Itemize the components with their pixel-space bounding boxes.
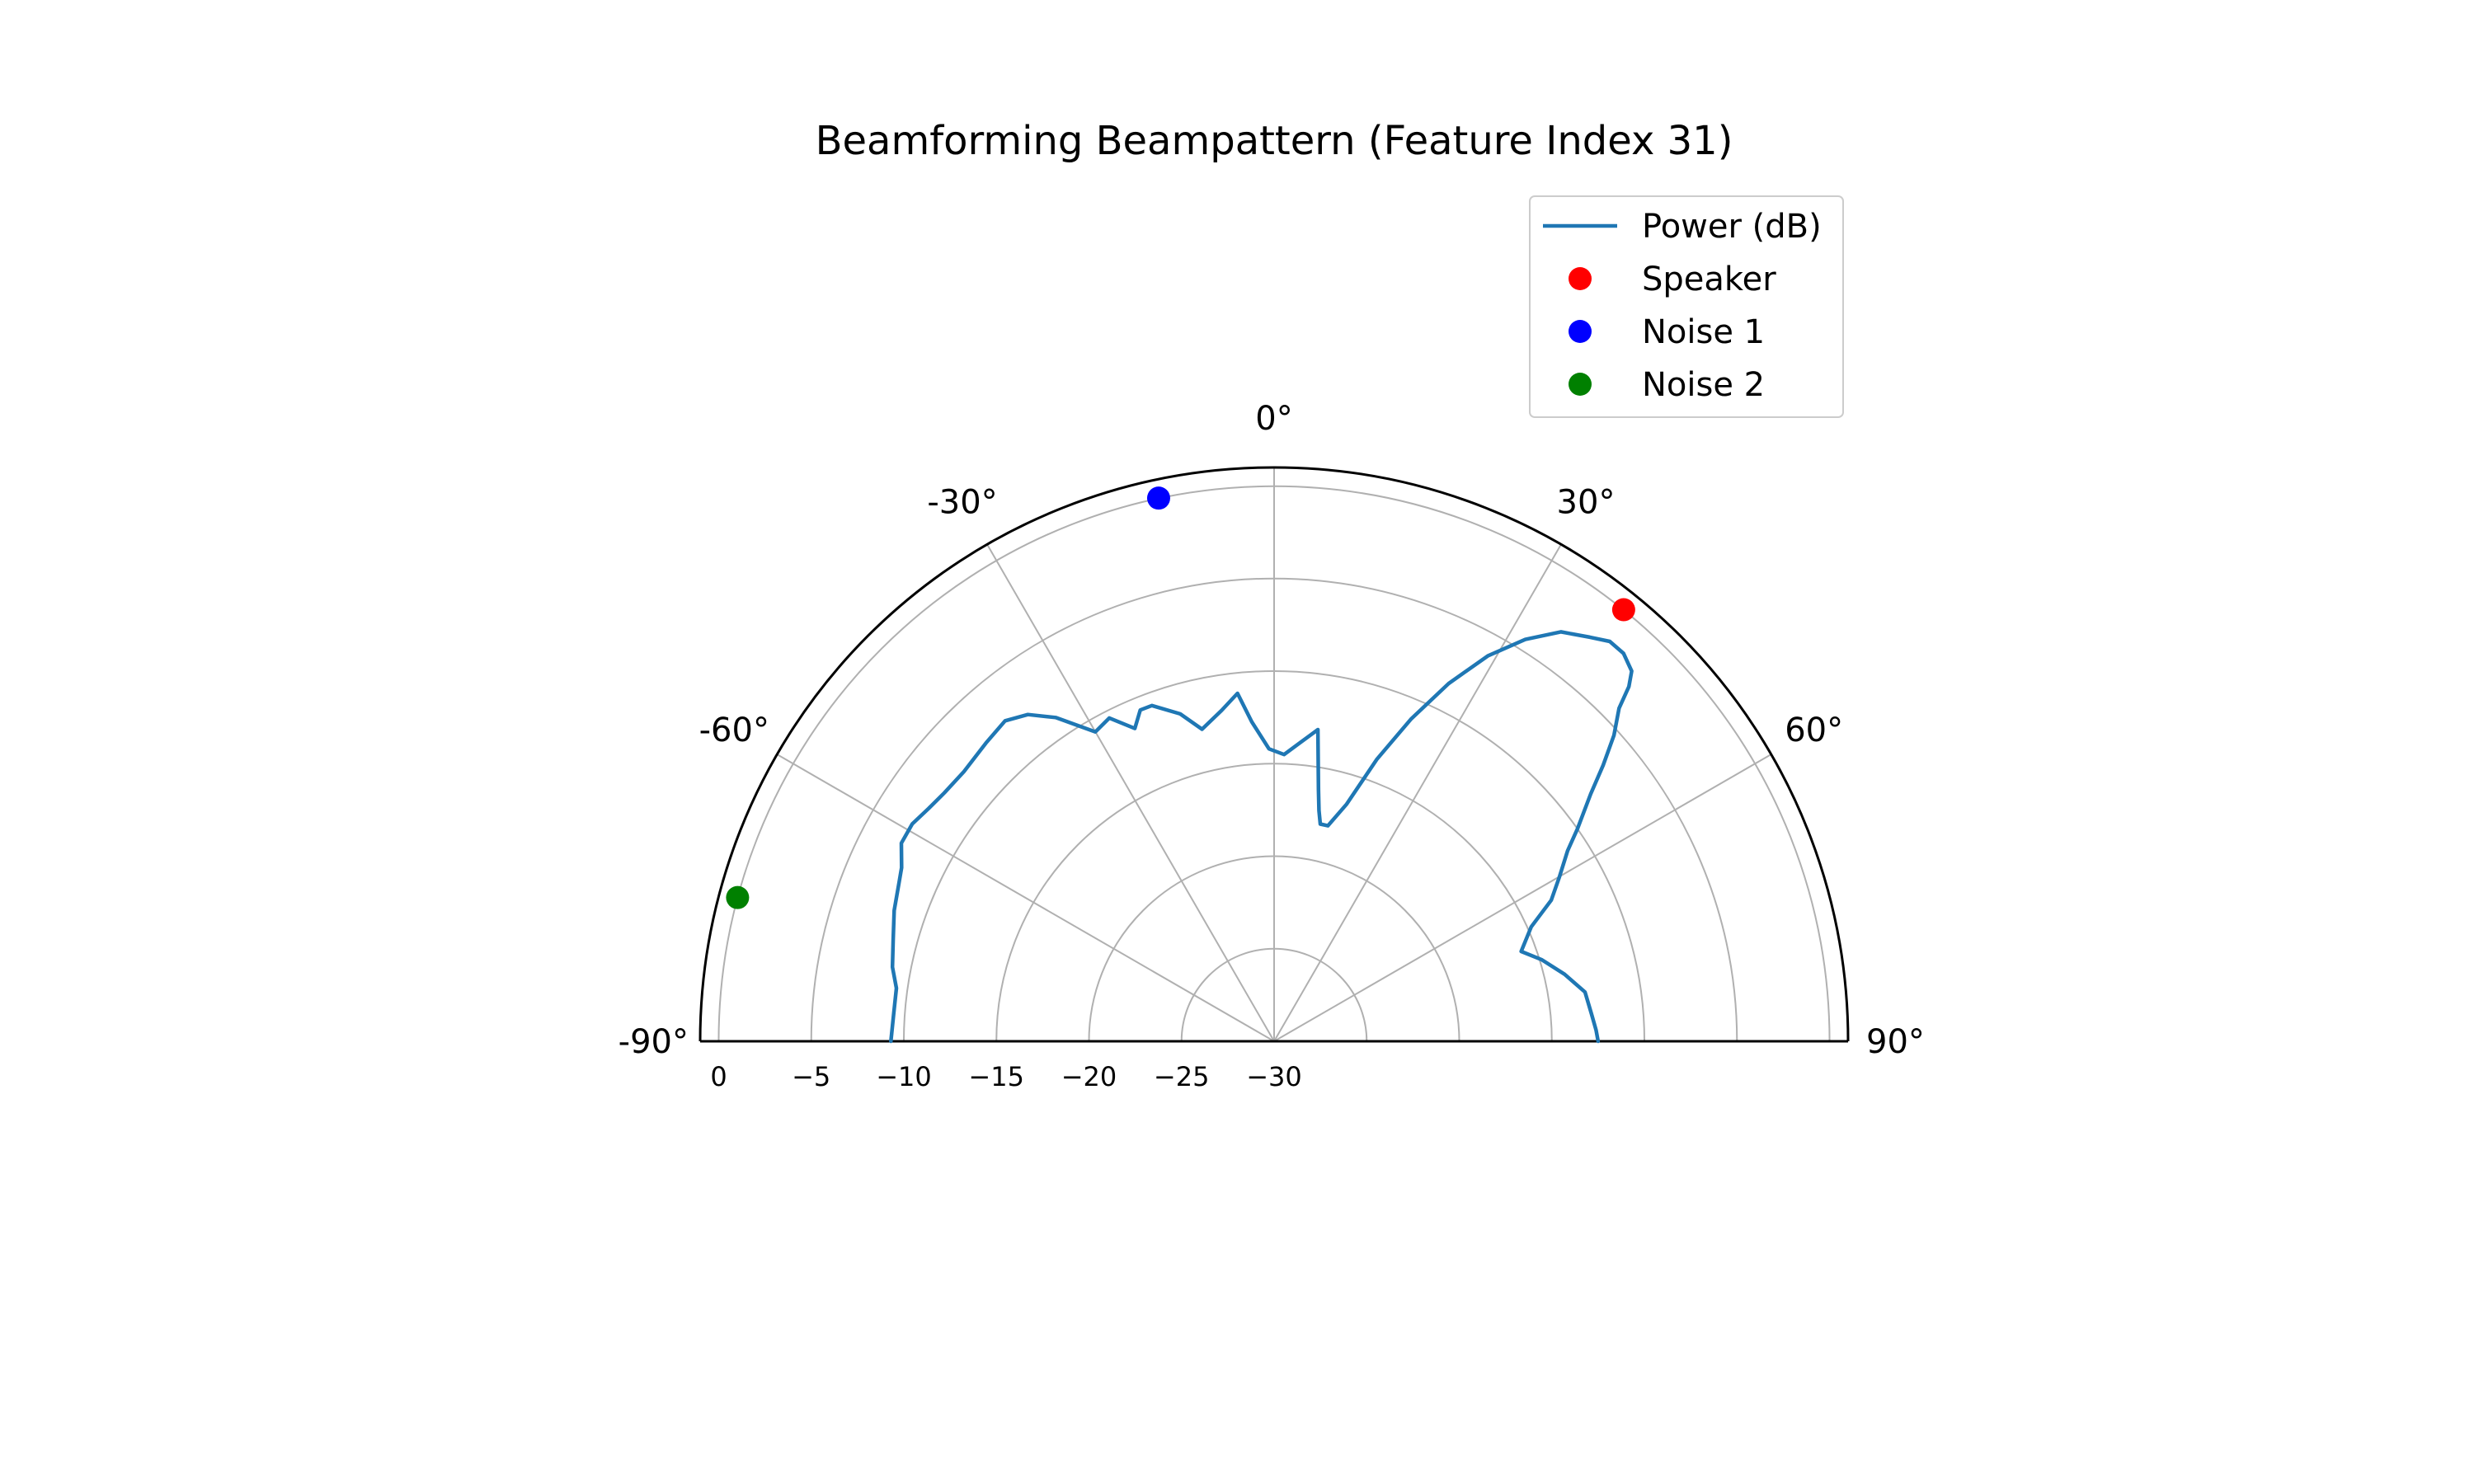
angular-gridline <box>986 543 1275 1042</box>
angle-tick-label: 60° <box>1785 711 1843 749</box>
legend-label: Speaker <box>1642 261 1776 298</box>
angular-gridline <box>1273 754 1772 1042</box>
legend: Power (dB) Speaker Noise 1 Noise 2 <box>1529 195 1844 418</box>
angle-tick-label: 90° <box>1866 1023 1925 1061</box>
radial-tick-label: −20 <box>1061 1061 1117 1092</box>
legend-box <box>1529 195 1844 418</box>
radial-tick-labels: 0 −5 −10 −15 −20 −25 −30 <box>710 1061 1301 1092</box>
marker-noise-2 <box>726 885 750 909</box>
legend-marker-swatch <box>1569 320 1592 343</box>
radial-tick-label: −15 <box>968 1061 1024 1092</box>
legend-label: Noise 2 <box>1642 366 1765 404</box>
radial-tick-label: −10 <box>876 1061 932 1092</box>
angle-tick-label: -90° <box>618 1023 689 1061</box>
radial-tick-label: −5 <box>792 1061 830 1092</box>
legend-label: Noise 1 <box>1642 313 1765 351</box>
angle-tick-label: -60° <box>699 711 769 749</box>
legend-label: Power (dB) <box>1642 208 1822 246</box>
marker-noise-1 <box>1146 486 1170 510</box>
legend-marker-swatch <box>1569 267 1592 290</box>
angle-tick-label: -30° <box>927 483 997 521</box>
polar-outer-arc <box>698 466 1850 1042</box>
marker-speaker <box>1611 598 1635 622</box>
angular-gridline <box>776 754 1275 1042</box>
chart-title: Beamforming Beampattern (Feature Index 3… <box>816 118 1733 164</box>
radial-tick-label: −25 <box>1154 1061 1210 1092</box>
series-line-power <box>889 630 1634 1044</box>
polar-grid <box>717 467 1831 1042</box>
radial-tick-label: −30 <box>1246 1061 1302 1092</box>
legend-marker-swatch <box>1569 373 1592 396</box>
angle-tick-label: 30° <box>1557 483 1616 521</box>
angular-gridline <box>1273 543 1562 1042</box>
marker-layer <box>726 486 1635 909</box>
angle-tick-label: 0° <box>1255 400 1292 438</box>
series-layer <box>889 630 1634 1044</box>
radial-tick-label: 0 <box>710 1061 727 1092</box>
angle-labels: -90° -60° -30° 0° 30° 60° 90° <box>618 400 1925 1061</box>
